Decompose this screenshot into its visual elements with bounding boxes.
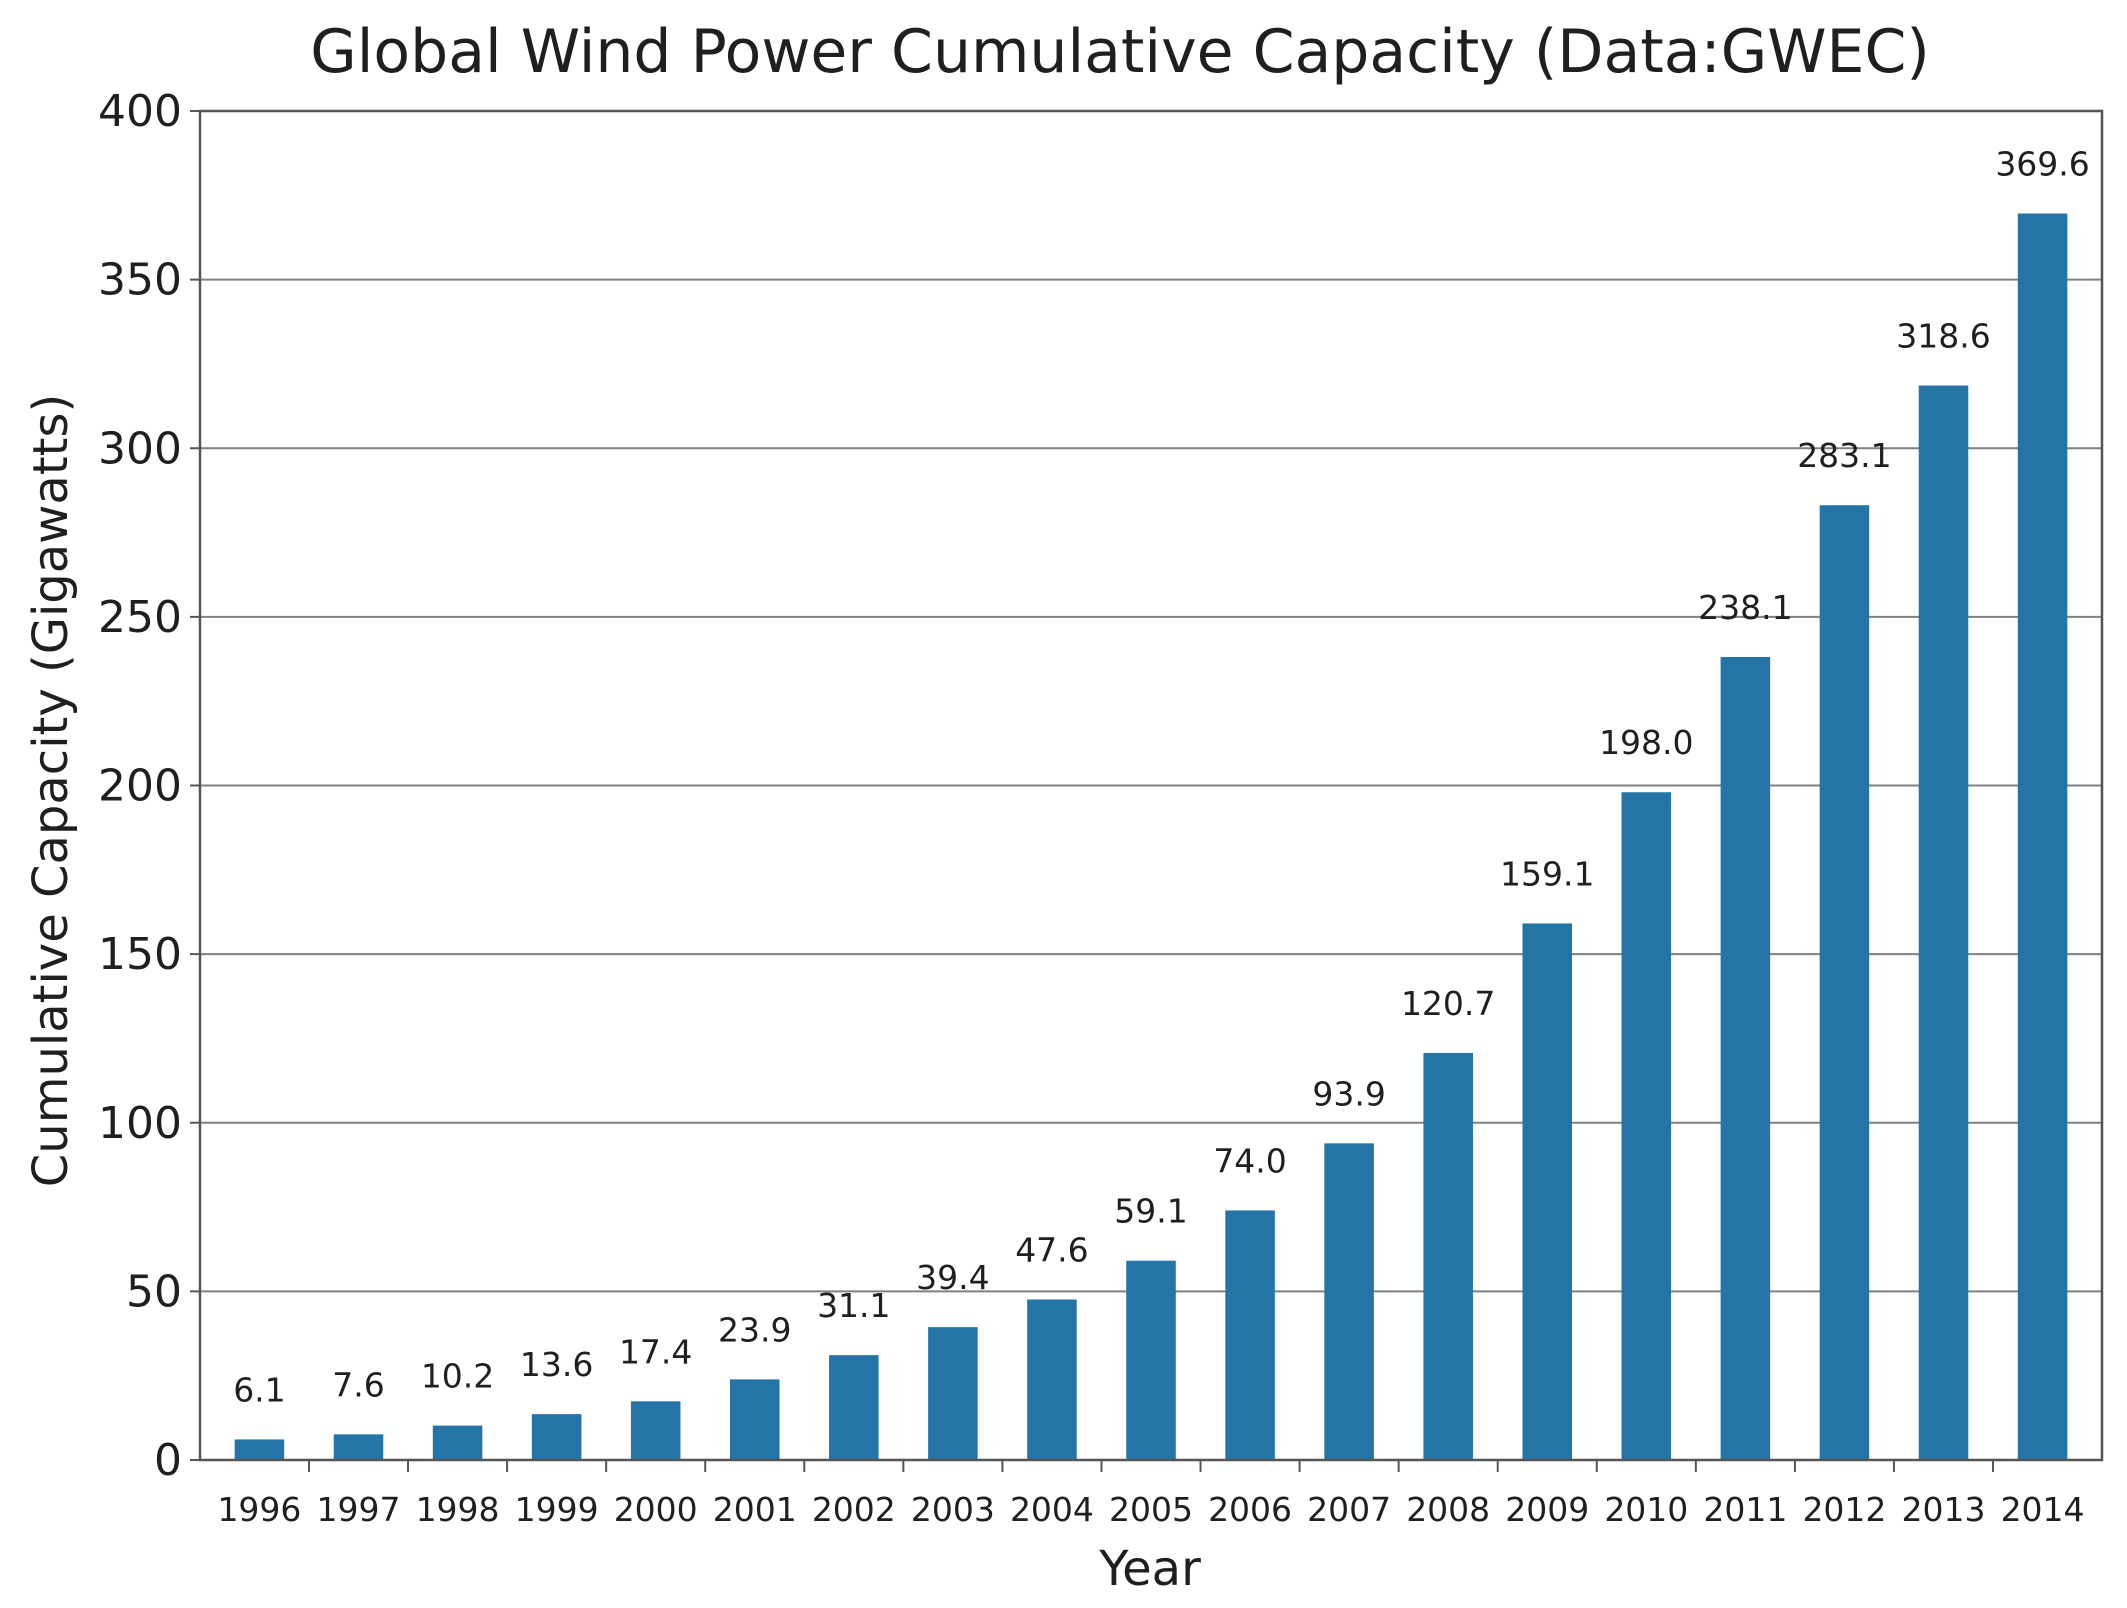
y-tick-label-100: 100 — [98, 1098, 182, 1149]
data-label-2013: 318.6 — [1896, 317, 1990, 356]
y-tick-label-50: 50 — [126, 1266, 182, 1317]
x-tick-label-2002: 2002 — [812, 1490, 896, 1529]
data-label-2007: 93.9 — [1312, 1074, 1385, 1113]
x-tick-label-1998: 1998 — [416, 1490, 500, 1529]
x-tick-label-2014: 2014 — [2001, 1490, 2085, 1529]
data-label-2004: 47.6 — [1015, 1230, 1088, 1269]
data-label-1998: 10.2 — [421, 1357, 494, 1396]
bar-2001 — [729, 1379, 780, 1460]
data-label-2006: 74.0 — [1213, 1141, 1286, 1180]
y-axis-title: Cumulative Capacity (Gigawatts) — [23, 394, 79, 1187]
bar-2000 — [630, 1401, 681, 1460]
data-label-2010: 198.0 — [1599, 723, 1693, 762]
bar-2003 — [928, 1327, 978, 1460]
bar-2008 — [1423, 1052, 1473, 1460]
bar-2006 — [1225, 1210, 1275, 1460]
x-tick-label-2011: 2011 — [1703, 1490, 1787, 1529]
bar-2012 — [1819, 505, 1870, 1460]
x-tick-label-2004: 2004 — [1010, 1490, 1094, 1529]
data-label-2014: 369.6 — [1995, 145, 2089, 184]
y-tick-label-350: 350 — [98, 255, 182, 306]
gridlines — [200, 278, 2102, 1293]
bars — [234, 213, 2068, 1461]
x-tick-label-2005: 2005 — [1109, 1490, 1193, 1529]
data-label-2009: 159.1 — [1500, 854, 1594, 893]
bar-1999 — [531, 1414, 582, 1460]
bar-2011 — [1720, 657, 1771, 1460]
data-label-2012: 283.1 — [1797, 436, 1891, 475]
x-tick-label-2008: 2008 — [1406, 1490, 1490, 1529]
y-axis-ticks: 0 50 100 150 200 250 300 350 400 — [98, 86, 200, 1486]
bar-1997 — [333, 1434, 384, 1460]
x-tick-label-1997: 1997 — [317, 1490, 401, 1529]
plot-frame — [198, 109, 2104, 1462]
y-tick-label-200: 200 — [98, 761, 182, 812]
y-tick-label-150: 150 — [98, 929, 182, 980]
bar-2010 — [1621, 792, 1672, 1460]
bar-1996 — [234, 1439, 285, 1460]
x-tick-label-2001: 2001 — [713, 1490, 797, 1529]
x-tick-label-2010: 2010 — [1604, 1490, 1688, 1529]
data-label-1999: 13.6 — [520, 1345, 593, 1384]
data-label-1997: 7.6 — [332, 1365, 384, 1404]
bar-2013 — [1918, 385, 1969, 1461]
y-tick-label-400: 400 — [98, 86, 182, 137]
data-label-2002: 31.1 — [817, 1286, 890, 1325]
data-label-2001: 23.9 — [718, 1310, 791, 1349]
x-tick-label-2000: 2000 — [614, 1490, 698, 1529]
data-labels: 6.1 7.6 10.2 13.6 17.4 23.9 31.1 39.4 47.6 59.1 74… — [233, 145, 2090, 1410]
x-tick-label-2007: 2007 — [1307, 1490, 1391, 1529]
data-label-2003: 39.4 — [916, 1258, 989, 1297]
bar-2002 — [829, 1355, 879, 1460]
y-tick-label-0: 0 — [154, 1435, 182, 1486]
bar-2009 — [1522, 923, 1573, 1460]
x-tick-label-1999: 1999 — [515, 1490, 599, 1529]
bar-2005 — [1126, 1260, 1176, 1460]
x-tick-label-2009: 2009 — [1505, 1490, 1589, 1529]
x-tick-label-2006: 2006 — [1208, 1490, 1292, 1529]
x-tick-label-1996: 1996 — [217, 1490, 301, 1529]
x-axis-ticks: 1996 1997 1998 1999 2000 2001 2002 2003 2004 2005… — [217, 1460, 2085, 1529]
y-tick-label-250: 250 — [98, 592, 182, 643]
bar-2007 — [1324, 1143, 1374, 1460]
data-label-2000: 17.4 — [619, 1332, 692, 1371]
bar-2004 — [1027, 1299, 1077, 1460]
y-tick-label-300: 300 — [98, 423, 182, 474]
data-label-1996: 6.1 — [233, 1370, 285, 1409]
x-axis-title: Year — [1098, 1541, 1201, 1597]
data-label-2005: 59.1 — [1114, 1192, 1187, 1231]
data-label-2008: 120.7 — [1401, 984, 1495, 1023]
bar-2014 — [2017, 213, 2068, 1460]
data-label-2011: 238.1 — [1698, 588, 1792, 627]
x-tick-label-2012: 2012 — [1802, 1490, 1886, 1529]
chart-title: Global Wind Power Cumulative Capacity (D… — [310, 17, 1930, 87]
x-tick-label-2013: 2013 — [1902, 1490, 1986, 1529]
bar-1998 — [432, 1425, 483, 1460]
x-tick-label-2003: 2003 — [911, 1490, 995, 1529]
